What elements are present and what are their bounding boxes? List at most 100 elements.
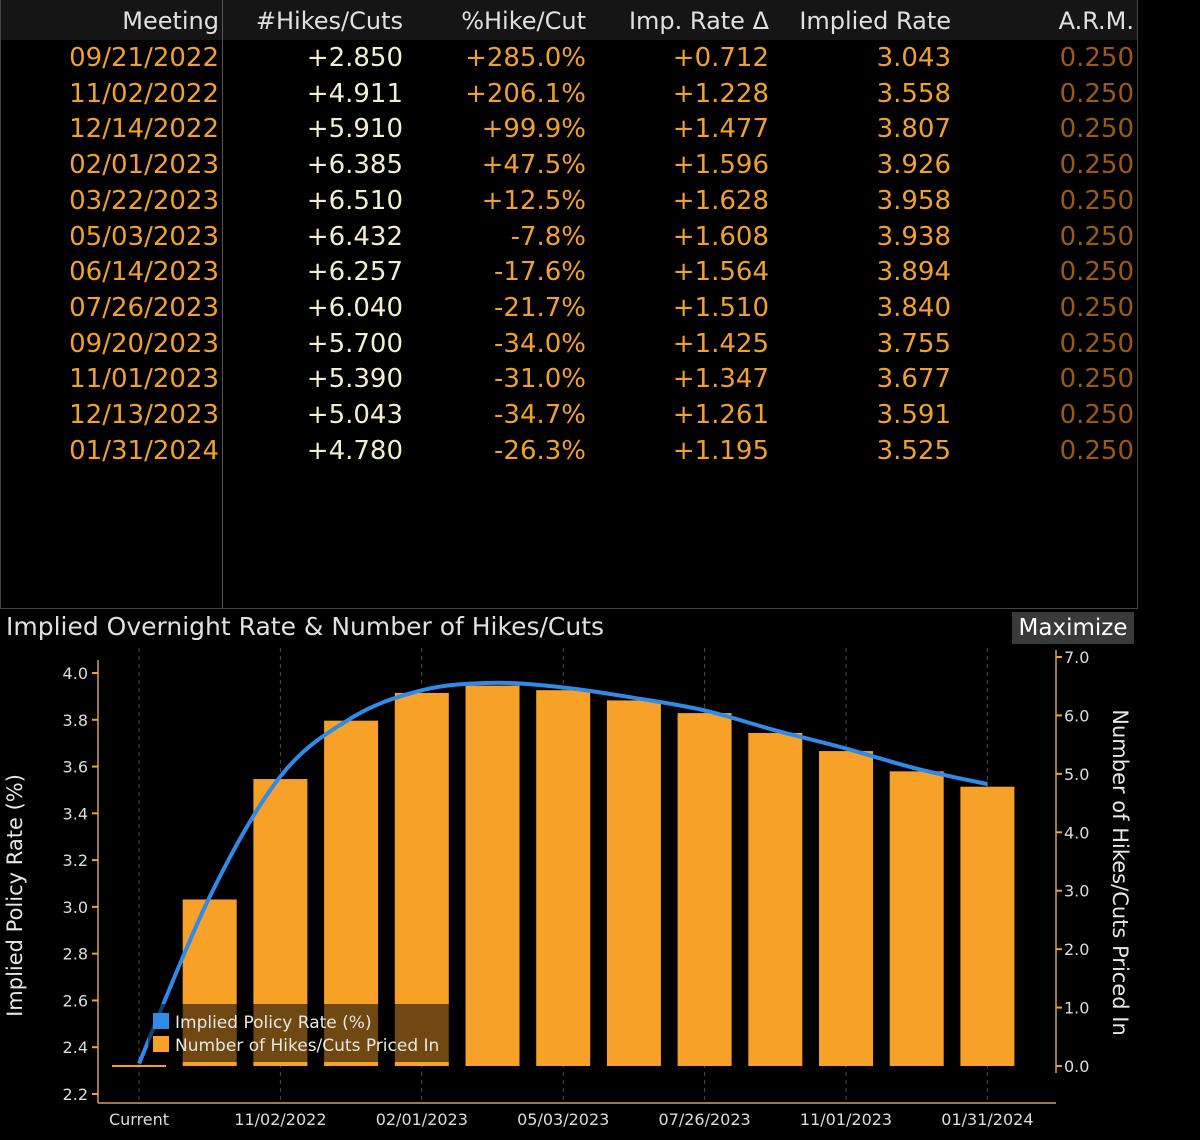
table-row[interactable]: 11/02/2022 +4.911 +206.1% +1.228 3.558 0.250	[1, 76, 1137, 112]
x-tick-label: 02/01/2023	[376, 1110, 468, 1129]
cell-imp-rate-delta: +1.195	[672, 435, 769, 466]
table-row[interactable]: 02/01/2023 +6.385 +47.5% +1.596 3.926 0.250	[1, 147, 1137, 183]
cell-arm: 0.250	[1059, 114, 1134, 145]
cell-arm: 0.250	[1059, 257, 1134, 288]
cell-meeting: 03/22/2023	[69, 185, 219, 216]
cell-meeting: 12/13/2023	[69, 400, 219, 430]
cell-hikes-cuts: +5.043	[306, 400, 403, 430]
cell-implied-rate: 3.525	[876, 435, 951, 466]
left-tick-label: 3.0	[63, 898, 88, 917]
cell-imp-rate-delta: +1.608	[672, 221, 769, 252]
cell-arm: 0.250	[1059, 150, 1134, 181]
header-hikes-cuts[interactable]: #Hikes/Cuts	[255, 7, 403, 35]
left-tick-label: 3.2	[63, 851, 88, 870]
cell-imp-rate-delta: +0.712	[672, 43, 769, 73]
cell-meeting: 06/14/2023	[69, 257, 219, 288]
legend-label-implied-rate: Implied Policy Rate (%)	[175, 1013, 372, 1033]
bar-02/01/2023	[394, 692, 449, 1066]
legend-swatch-line	[153, 1013, 169, 1029]
table-row[interactable]: 09/21/2022 +2.850 +285.0% +0.712 3.043 0.250	[1, 40, 1137, 76]
x-tick-label: 05/03/2023	[517, 1110, 609, 1129]
table-row[interactable]: 12/13/2023 +5.043 -34.7% +1.261 3.591 0.250	[1, 397, 1137, 433]
bar-09/20/2023	[748, 732, 803, 1066]
left-tick-label: 2.8	[63, 945, 88, 964]
table-row[interactable]: 11/01/2023 +5.390 -31.0% +1.347 3.677 0.250	[1, 361, 1137, 397]
cell-pct-hike-cut: -7.8%	[510, 221, 586, 252]
table-header: Meeting #Hikes/Cuts %Hike/Cut Imp. Rate …	[1, 0, 1137, 40]
legend-box	[148, 1004, 450, 1062]
left-tick-label: 3.6	[63, 758, 88, 777]
cell-hikes-cuts: +5.390	[306, 364, 403, 395]
maximize-button[interactable]: Maximize	[1012, 612, 1134, 644]
table-row[interactable]: 05/03/2023 +6.432 -7.8% +1.608 3.938 0.250	[1, 219, 1137, 255]
cell-implied-rate: 3.926	[876, 150, 951, 181]
cell-implied-rate: 3.894	[876, 257, 951, 288]
cell-meeting: 09/21/2022	[69, 43, 219, 73]
cell-hikes-cuts: +4.780	[306, 435, 403, 466]
legend-label-hikes-cuts: Number of Hikes/Cuts Priced In	[175, 1036, 439, 1056]
bar-07/26/2023	[677, 713, 732, 1066]
cell-implied-rate: 3.807	[876, 114, 951, 145]
cell-implied-rate: 3.755	[876, 328, 951, 359]
cell-arm: 0.250	[1059, 292, 1134, 323]
cell-imp-rate-delta: +1.477	[672, 114, 769, 145]
cell-imp-rate-delta: +1.261	[672, 400, 769, 430]
header-imp-rate-delta[interactable]: Imp. Rate Δ	[628, 7, 769, 35]
left-axis-title: Implied Policy Rate (%)	[3, 774, 27, 1017]
cell-implied-rate: 3.043	[876, 43, 951, 73]
header-pct-hike-cut[interactable]: %Hike/Cut	[461, 7, 586, 35]
cell-pct-hike-cut: +206.1%	[465, 78, 586, 109]
implied-rate-line	[137, 680, 988, 1065]
cell-imp-rate-delta: +1.425	[672, 328, 769, 359]
meeting-table: Meeting #Hikes/Cuts %Hike/Cut Imp. Rate …	[0, 0, 1138, 609]
cell-pct-hike-cut: +47.5%	[481, 150, 586, 181]
header-arm[interactable]: A.R.M.	[1058, 7, 1134, 35]
table-row[interactable]: 07/26/2023 +6.040 -21.7% +1.510 3.840 0.250	[1, 290, 1137, 326]
table-row[interactable]: 03/22/2023 +6.510 +12.5% +1.628 3.958 0.250	[1, 183, 1137, 219]
cell-imp-rate-delta: +1.347	[672, 364, 769, 395]
right-tick-label: 2.0	[1064, 940, 1089, 959]
cell-imp-rate-delta: +1.628	[672, 185, 769, 216]
table-row[interactable]: 12/14/2022 +5.910 +99.9% +1.477 3.807 0.250	[1, 111, 1137, 147]
right-tick-label: 6.0	[1064, 706, 1089, 725]
cell-imp-rate-delta: +1.510	[672, 292, 769, 323]
cell-hikes-cuts: +6.257	[306, 257, 403, 288]
cell-meeting: 11/02/2022	[69, 78, 219, 109]
cell-pct-hike-cut: -34.0%	[494, 328, 586, 359]
cell-implied-rate: 3.591	[876, 400, 951, 430]
table-row[interactable]: 01/31/2024 +4.780 -26.3% +1.195 3.525 0.250	[1, 433, 1137, 469]
cell-implied-rate: 3.558	[876, 78, 951, 109]
header-meeting[interactable]: Meeting	[122, 7, 219, 35]
legend-swatch-bars	[153, 1036, 169, 1052]
header-implied-rate[interactable]: Implied Rate	[799, 7, 951, 35]
cell-hikes-cuts: +6.432	[306, 221, 403, 252]
x-tick-label: 01/31/2024	[941, 1110, 1033, 1129]
cell-implied-rate: 3.958	[876, 185, 951, 216]
cell-meeting: 07/26/2023	[69, 292, 219, 323]
chart-title: Implied Overnight Rate & Number of Hikes…	[6, 612, 605, 641]
bar-05/03/2023	[536, 690, 591, 1066]
bar-12/13/2023	[889, 771, 944, 1066]
cell-meeting: 01/31/2024	[69, 435, 219, 466]
cell-meeting: 05/03/2023	[69, 221, 219, 252]
right-axis-title: Number of Hikes/Cuts Priced In	[1108, 709, 1132, 1035]
right-tick-label: 5.0	[1064, 765, 1089, 784]
left-tick-label: 2.6	[63, 991, 88, 1010]
cell-pct-hike-cut: -21.7%	[494, 292, 586, 323]
cell-implied-rate: 3.677	[876, 364, 951, 395]
cell-arm: 0.250	[1059, 43, 1134, 73]
cell-pct-hike-cut: -17.6%	[494, 257, 586, 288]
cell-arm: 0.250	[1059, 185, 1134, 216]
cell-imp-rate-delta: +1.596	[672, 150, 769, 181]
cell-arm: 0.250	[1059, 78, 1134, 109]
cell-imp-rate-delta: +1.564	[672, 257, 769, 288]
right-tick-label: 7.0	[1064, 648, 1089, 667]
cell-implied-rate: 3.840	[876, 292, 951, 323]
x-tick-label: Current	[109, 1110, 169, 1129]
left-tick-label: 4.0	[63, 664, 88, 683]
table-row[interactable]: 09/20/2023 +5.700 -34.0% +1.425 3.755 0.250	[1, 326, 1137, 362]
bar-11/01/2023	[819, 751, 873, 1066]
cell-pct-hike-cut: -31.0%	[494, 364, 586, 395]
table-row[interactable]: 06/14/2023 +6.257 -17.6% +1.564 3.894 0.250	[1, 254, 1137, 290]
cell-meeting: 02/01/2023	[69, 150, 219, 181]
